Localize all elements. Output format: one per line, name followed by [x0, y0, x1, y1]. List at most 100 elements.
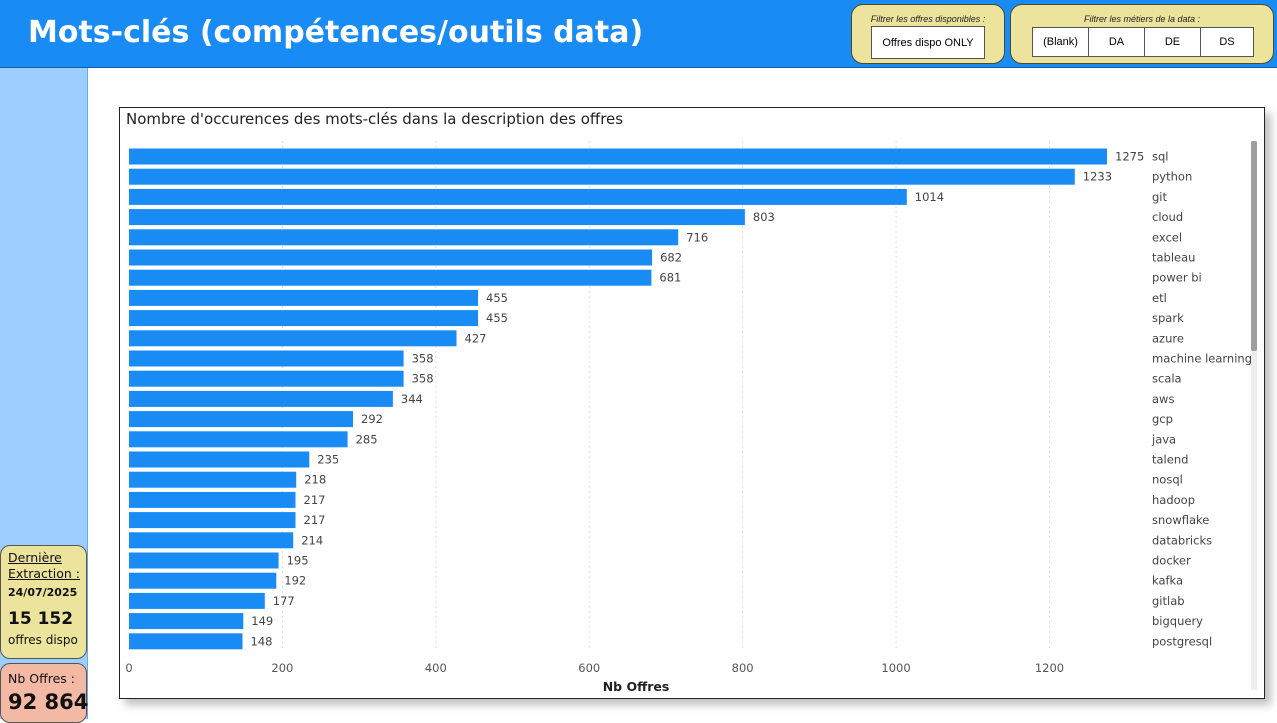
- category-label: power bi: [1152, 271, 1202, 285]
- chart-scrollbar-track[interactable]: [1251, 141, 1257, 690]
- job-filter-panel: Filtrer les métiers de la data : (Blank)…: [1010, 4, 1274, 64]
- data-label: 1233: [1083, 170, 1112, 184]
- x-tick-label: 800: [732, 661, 754, 675]
- data-label: 192: [284, 574, 306, 588]
- data-label: 358: [412, 352, 434, 366]
- category-label: kafka: [1152, 574, 1183, 588]
- category-label: spark: [1152, 311, 1184, 325]
- category-label: cloud: [1152, 210, 1183, 224]
- bar-spark[interactable]: [129, 310, 478, 327]
- extraction-label-line2: Extraction :: [8, 566, 80, 581]
- data-label: 681: [659, 271, 681, 285]
- bar-cloud[interactable]: [129, 209, 745, 226]
- category-label: excel: [1152, 230, 1182, 244]
- data-label: 455: [486, 291, 508, 305]
- job-filter-ds-button[interactable]: DS: [1200, 27, 1254, 57]
- x-tick-label: 0: [125, 661, 132, 675]
- data-label: 292: [361, 412, 383, 426]
- job-filter-de-button[interactable]: DE: [1144, 27, 1201, 57]
- bar-gitlab[interactable]: [129, 592, 265, 609]
- data-label: 217: [304, 513, 326, 527]
- total-offers-card: Nb Offres : 92 864: [0, 663, 89, 723]
- bar-aws[interactable]: [129, 390, 393, 407]
- bar-bigquery[interactable]: [129, 613, 244, 630]
- extraction-card: Dernière Extraction : 24/07/2025 15 152 …: [0, 545, 87, 659]
- data-label: 682: [660, 251, 682, 265]
- bar-python[interactable]: [129, 168, 1075, 185]
- bar-docker[interactable]: [129, 552, 279, 569]
- bar-hadoop[interactable]: [129, 491, 296, 508]
- x-axis: 0 200 400 600 800 1000 1200: [125, 661, 1064, 675]
- offres-dispo-only-button[interactable]: Offres dispo ONLY: [871, 26, 985, 59]
- chart-title: Nombre d'occurences des mots-clés dans l…: [126, 110, 624, 128]
- data-label: 217: [304, 493, 326, 507]
- bar-sql[interactable]: [129, 148, 1107, 165]
- category-label: gitlab: [1152, 594, 1185, 608]
- bars: 1275 sql 1233 python 1014 git 803 cloud 716 excel…: [129, 148, 1252, 650]
- x-tick-label: 600: [578, 661, 600, 675]
- data-label: 148: [251, 634, 273, 648]
- x-axis-label: Nb Offres: [603, 679, 670, 694]
- data-label: 358: [412, 372, 434, 386]
- category-label: bigquery: [1152, 614, 1203, 628]
- keywords-bar-chart: 1275 sql 1233 python 1014 git 803 cloud 716 excel…: [125, 141, 1257, 694]
- bar-talend[interactable]: [129, 451, 310, 468]
- data-label: 427: [465, 331, 487, 345]
- extraction-date: 24/07/2025: [8, 586, 78, 599]
- availability-filter-title: Filtrer les offres disponibles :: [870, 14, 986, 24]
- x-tick-label: 1200: [1035, 661, 1064, 675]
- x-tick-label: 400: [425, 661, 447, 675]
- category-label: scala: [1152, 372, 1182, 386]
- total-offers-value: 92 864: [8, 690, 89, 714]
- data-label: 716: [686, 230, 708, 244]
- x-tick-label: 1000: [881, 661, 910, 675]
- job-filter-blank-button[interactable]: (Blank): [1032, 27, 1089, 57]
- bar-kafka[interactable]: [129, 572, 277, 589]
- page-title: Mots-clés (compétences/outils data): [28, 15, 644, 50]
- bar-scala[interactable]: [129, 370, 404, 387]
- category-label: databricks: [1152, 533, 1212, 547]
- data-label: 149: [251, 614, 273, 628]
- availability-filter-panel: Filtrer les offres disponibles : Offres …: [851, 4, 1005, 64]
- bar-power-bi[interactable]: [129, 269, 652, 286]
- data-label: 195: [287, 554, 309, 568]
- category-label: aws: [1152, 392, 1174, 406]
- job-filter-title: Filtrer les métiers de la data :: [1083, 14, 1201, 24]
- category-label: python: [1152, 170, 1192, 184]
- chart-scrollbar-thumb[interactable]: [1251, 141, 1257, 351]
- bar-tableau[interactable]: [129, 249, 653, 266]
- keywords-chart-card: Nombre d'occurences des mots-clés dans l…: [119, 107, 1265, 699]
- bar-excel[interactable]: [129, 229, 679, 246]
- bar-gcp[interactable]: [129, 411, 353, 428]
- category-label: docker: [1152, 554, 1191, 568]
- bar-machine-learning[interactable]: [129, 350, 404, 367]
- bar-azure[interactable]: [129, 330, 457, 347]
- category-label: snowflake: [1152, 513, 1209, 527]
- category-label: postgresql: [1152, 634, 1212, 648]
- total-offers-label: Nb Offres :: [8, 671, 75, 686]
- bar-etl[interactable]: [129, 289, 478, 306]
- bar-snowflake[interactable]: [129, 512, 296, 529]
- job-filter-da-button[interactable]: DA: [1088, 27, 1145, 57]
- category-label: git: [1152, 190, 1167, 204]
- bar-postgresql[interactable]: [129, 633, 243, 650]
- data-label: 803: [753, 210, 775, 224]
- category-label: etl: [1152, 291, 1167, 305]
- available-offers-label: offres dispo: [8, 633, 78, 647]
- extraction-label-line1: Dernière: [8, 550, 62, 565]
- available-offers-count: 15 152: [8, 609, 74, 629]
- category-label: azure: [1152, 331, 1184, 345]
- bar-nosql[interactable]: [129, 471, 297, 488]
- category-label: java: [1151, 432, 1176, 446]
- bar-databricks[interactable]: [129, 532, 294, 549]
- data-label: 218: [304, 473, 326, 487]
- bar-java[interactable]: [129, 431, 348, 448]
- data-label: 214: [301, 533, 323, 547]
- bar-git[interactable]: [129, 188, 907, 205]
- data-label: 344: [401, 392, 423, 406]
- x-tick-label: 200: [271, 661, 293, 675]
- category-label: hadoop: [1152, 493, 1195, 507]
- category-label: machine learning: [1152, 352, 1252, 366]
- category-label: gcp: [1152, 412, 1173, 426]
- category-label: sql: [1152, 150, 1169, 164]
